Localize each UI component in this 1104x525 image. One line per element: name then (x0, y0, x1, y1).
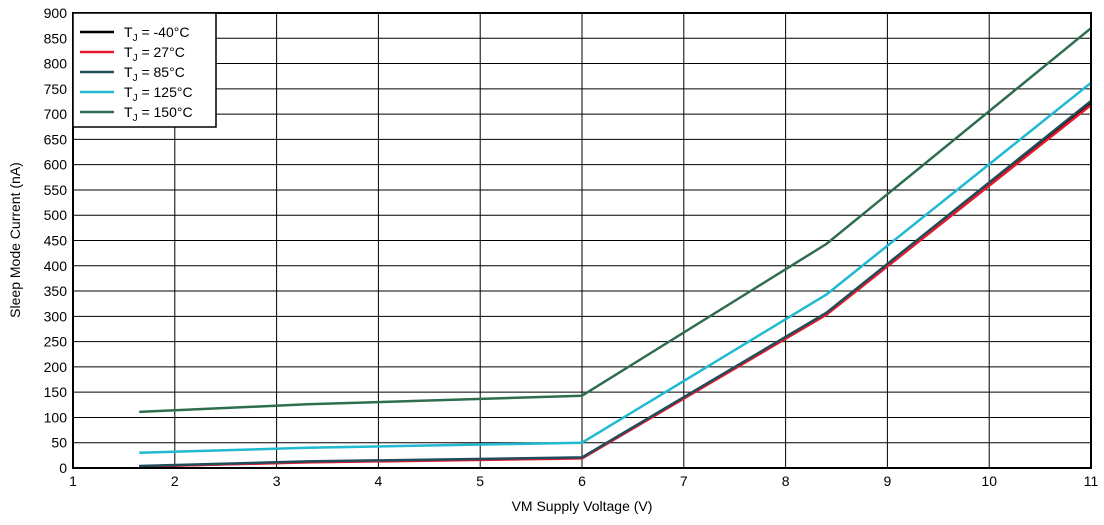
y-tick-label: 50 (51, 435, 67, 451)
series-line-4 (139, 27, 1092, 414)
y-tick-label: 0 (59, 460, 67, 476)
x-tick-label: 9 (884, 473, 892, 489)
legend-label-2: TJ = 85°C (124, 64, 185, 84)
x-tick-label: 8 (782, 473, 790, 489)
y-tick-label: 450 (44, 233, 68, 249)
x-tick-label: 11 (1084, 473, 1099, 489)
legend-items: TJ = -40°CTJ = 27°CTJ = 85°CTJ = 125°CTJ… (80, 24, 193, 124)
legend-label-3: TJ = 125°C (124, 84, 193, 104)
x-tick-label: 4 (375, 473, 383, 489)
x-tick-label: 2 (171, 473, 179, 489)
x-tick-label: 3 (273, 473, 281, 489)
y-tick-labels: 0 50 100 150 200 250 300 350 400 450 500 550 600 650 7… (44, 5, 68, 476)
series-line-2 (139, 100, 1092, 468)
x-tick-label: 7 (680, 473, 688, 489)
legend-label-1: TJ = 27°C (124, 44, 185, 64)
y-tick-label: 100 (44, 409, 68, 425)
series-lines (139, 27, 1092, 468)
y-tick-label: 750 (44, 81, 68, 97)
y-tick-label: 550 (44, 182, 68, 198)
x-tick-label: 1 (69, 473, 77, 489)
y-tick-label: 350 (44, 283, 68, 299)
y-tick-label: 700 (44, 106, 68, 122)
y-tick-label: 400 (44, 258, 68, 274)
y-tick-label: 200 (44, 359, 68, 375)
y-tick-label: 650 (44, 131, 68, 147)
series-line-1 (139, 104, 1092, 468)
y-tick-label: 850 (44, 30, 68, 46)
series-line-0 (139, 102, 1092, 468)
y-axis-title: Sleep Mode Current (nA) (7, 162, 23, 318)
x-tick-label: 5 (476, 473, 484, 489)
x-tick-label: 10 (981, 473, 997, 489)
y-tick-label: 900 (44, 5, 68, 21)
legend: TJ = -40°CTJ = 27°CTJ = 85°CTJ = 125°CTJ… (72, 12, 217, 128)
legend-label-4: TJ = 150°C (124, 104, 193, 124)
plot-frame (72, 12, 1092, 469)
y-tick-label: 600 (44, 157, 68, 173)
y-tick-label: 150 (44, 384, 68, 400)
x-tick-labels: 1 2 3 4 5 6 7 8 9 10 11 (69, 473, 1098, 489)
legend-label-0: TJ = -40°C (124, 24, 189, 44)
series-line-3 (139, 81, 1092, 455)
y-tick-label: 250 (44, 334, 68, 350)
x-axis-title: VM Supply Voltage (V) (512, 498, 653, 514)
y-tick-label: 800 (44, 56, 68, 72)
y-tick-label: 300 (44, 308, 68, 324)
x-tick-label: 6 (578, 473, 586, 489)
y-tick-label: 500 (44, 207, 68, 223)
grid (72, 12, 1092, 469)
